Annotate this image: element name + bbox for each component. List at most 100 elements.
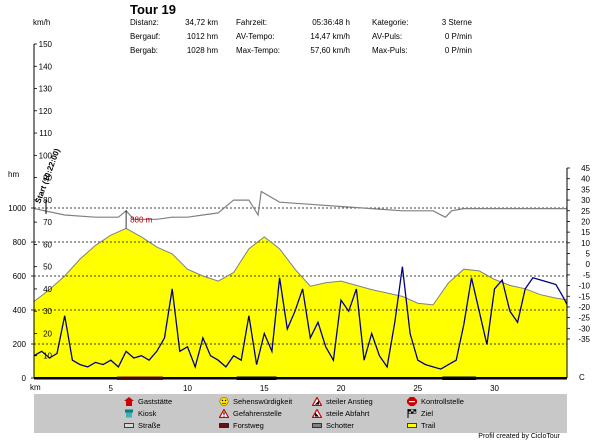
height-tick-label: 0 [22,374,27,383]
speed-unit-label: km/h [33,18,51,27]
right-tick-label: 20 [581,217,590,226]
x-tick-label: 20 [337,384,346,393]
right-tick-label: 10 [581,239,590,248]
kontrollstelle-icon [407,397,417,406]
speed-tick-label: 90 [43,174,52,183]
legend-label: Sehenswürdigkeit [233,397,293,406]
legend-label: Ziel [421,409,434,418]
stat-fahrzeit-value: 05:36:48 h [312,18,350,27]
ziel-icon [407,409,417,418]
legend-label: Kontrollstelle [421,397,464,406]
speed-tick-label: 120 [39,107,53,116]
right-tick-label: -35 [578,335,590,344]
speed-tick-label: 70 [43,218,52,227]
stat-max-tempo-label: Max-Tempo: [236,46,281,55]
right-tick-label: 25 [581,207,590,216]
forstweg-icon [219,421,229,430]
legend-label: Gefahrenstelle [233,409,282,418]
legend-item-gefahrenstelle: Gefahrenstelle [218,408,282,419]
speed-tick-label: 100 [39,151,53,160]
right-tick-label: 5 [586,250,591,259]
x-tick-label: 25 [413,384,422,393]
stat-bergab-value: 1028 hm [186,46,218,55]
legend-item-steiler-anstieg: steiler Anstieg [311,396,373,407]
elevation-outline [33,227,568,306]
height-tick-label: 400 [13,306,27,315]
height-unit-label: hm [8,170,20,179]
steile-abfahrt-icon [311,408,323,419]
right-tick-label: 45 [581,164,590,173]
speed-tick-label: 50 [43,263,52,272]
schotter-icon [312,421,322,430]
gefahrenstelle-icon [218,408,230,419]
stat-max-puls-value: 0 P/min [444,46,472,55]
x-tick-label: 15 [260,384,269,393]
stat-av-puls-label: AV-Puls: [372,32,403,41]
stat-av-tempo-label: AV-Tempo: [236,32,275,41]
speed-tick-label: 80 [43,196,52,205]
stat-fahrzeit-label: Fahrzeit: [236,18,268,27]
x-tick-label: 5 [109,384,114,393]
right-tick-label: 30 [581,196,590,205]
legend-item-schotter: Schotter [312,421,354,430]
speed-tick-label: 130 [39,85,53,94]
stat-distanz-label: Distanz: [130,18,159,27]
right-tick-label: -20 [578,303,590,312]
height-tick-label: 200 [13,340,27,349]
stat-bergauf-value: 1012 hm [186,32,218,41]
stat-bergauf-label: Bergauf: [130,32,161,41]
legend-label: steiler Anstieg [326,397,373,406]
legend-label: Forstweg [233,421,264,430]
right-tick-label: 0 [586,260,591,269]
height-tick-label: 1000 [8,204,26,213]
right-tick-label: -30 [578,324,590,333]
legend-item-gaststaette: Gaststätte [124,397,172,406]
stat-av-tempo-value: 14,47 km/h [310,32,350,41]
speed-tick-label: 40 [43,285,52,294]
legend-label: Kiosk [138,409,157,418]
right-tick-label: 40 [581,175,590,184]
legend-item-steile-abfahrt: steile Abfahrt [311,408,370,419]
trail-icon [407,421,417,430]
legend-item-ziel: Ziel [407,409,433,418]
height-tick-label: 800 [13,238,27,247]
stat-kategorie-label: Kategorie: [372,18,409,27]
right-tick-label: -15 [578,292,590,301]
strasse-icon [124,421,134,430]
legend-label: Schotter [326,421,354,430]
right-axis-unit-label: C [579,373,585,382]
right-tick-label: -10 [578,282,590,291]
legend-item-sehenswuerdigkeit: Sehenswürdigkeit [219,397,292,406]
speed-tick-label: 30 [43,307,52,316]
right-tick-label: -25 [578,314,590,323]
legend-item-kontrollstelle: Kontrollstelle [407,397,464,406]
stat-bergab-label: Bergab: [130,46,159,55]
speed-tick-label: 10 [43,352,52,361]
speed-tick-label: 110 [39,129,52,138]
speed-tick-label: 140 [39,62,53,71]
peak-label: 880 m [130,215,153,224]
legend-label: Gaststätte [138,397,173,406]
legend-label: Trail [421,421,436,430]
height-tick-label: 600 [13,272,27,281]
distance-unit-label: km [30,383,41,392]
speed-line [33,266,568,370]
speed-tick-label: 20 [43,329,52,338]
legend-label: steile Abfahrt [326,409,370,418]
stat-av-puls-value: 0 P/min [444,32,472,41]
x-tick-label: 10 [183,384,192,393]
legend-item-strasse: Straße [124,421,161,430]
right-tick-label: -5 [583,271,591,280]
tour-title: Tour 19 [130,2,176,17]
right-tick-label: 35 [581,185,590,194]
stat-max-tempo-value: 57,60 km/h [310,46,350,55]
speed-tick-label: 150 [39,40,53,49]
kiosk-icon [124,409,134,418]
legend-item-forstweg: Forstweg [219,421,264,430]
legend-label: Straße [138,421,161,430]
legend-panel: Gaststätte Sehenswürdigkeit steiler Anst… [34,394,567,433]
credit-text: Profil created by CicloTour [478,433,560,440]
stat-kategorie-value: 3 Sterne [441,18,472,27]
stat-distanz-value: 34,72 km [185,18,218,27]
